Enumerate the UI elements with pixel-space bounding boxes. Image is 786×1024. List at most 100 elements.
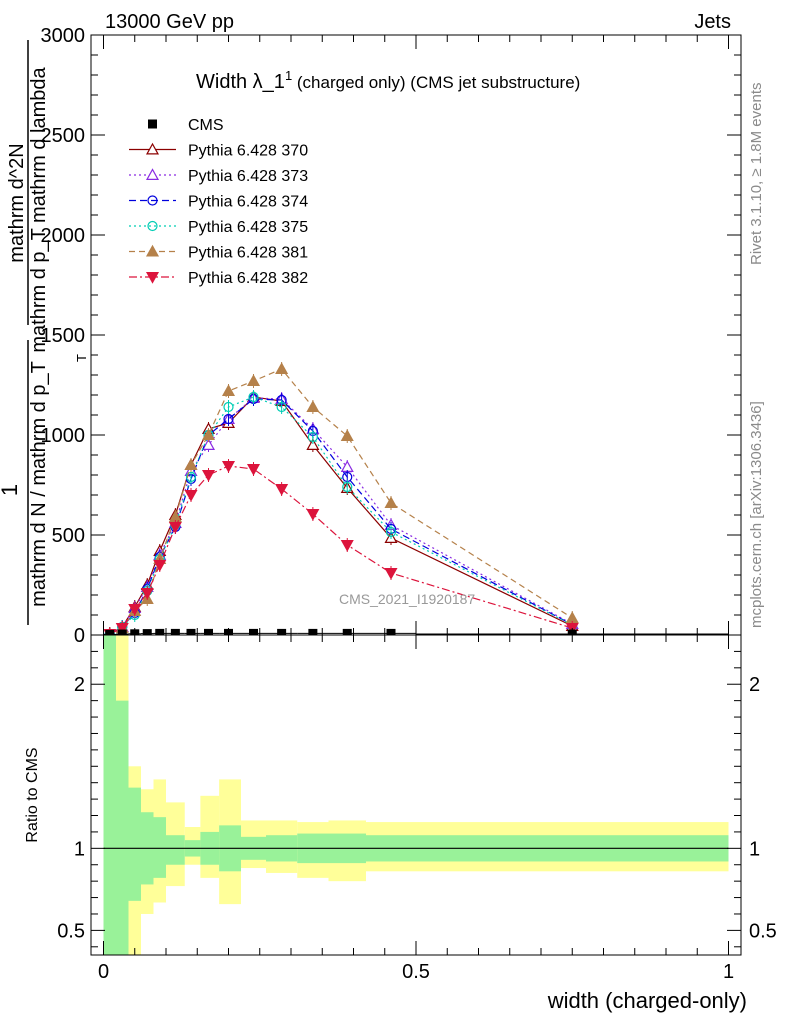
ratio-y-label: Ratio to CMS <box>24 747 41 842</box>
ratio-y-tick-label: 2 <box>74 674 85 696</box>
y-tick-label: 1000 <box>41 425 86 447</box>
series-point <box>306 509 320 521</box>
ratio-plot-axes: 0 0.5 1 0.5 0.5 1 1 2 2 <box>57 634 777 983</box>
series-point <box>201 438 216 450</box>
series-point <box>140 587 154 600</box>
series-point <box>201 470 216 482</box>
legend-marker-4 <box>145 244 160 257</box>
series-point <box>184 490 198 502</box>
series-point <box>185 471 197 483</box>
rivet-version-label: Rivet 3.1.10, ≥ 1.8M events <box>748 83 765 266</box>
series-point <box>385 526 397 538</box>
series-point <box>340 429 354 441</box>
main-plot-area <box>103 362 729 635</box>
ratio-y-tick-label: 0.5 <box>57 920 85 942</box>
plot-title: Width λ_11 (charged only) (CMS jet subst… <box>196 68 580 93</box>
ratio-green-band <box>166 835 185 865</box>
cms-data-point <box>342 628 352 635</box>
series-point <box>307 431 318 443</box>
y-label-frac1-den: mathrm d N / mathrm d p_T <box>28 361 50 607</box>
ratio-green-band <box>153 817 166 878</box>
series-point <box>340 539 354 552</box>
ratio-frame <box>90 634 742 956</box>
cms-data-point <box>105 629 115 635</box>
cms-data-point <box>386 628 396 635</box>
y-label-subscript: T <box>74 354 89 362</box>
legend-cms-label: CMS <box>188 117 224 134</box>
legend-label-2: Pythia 6.428 374 <box>188 194 308 211</box>
series-point <box>168 521 182 534</box>
legend-marker-0 <box>145 142 160 155</box>
cms-data-point <box>170 628 180 635</box>
legend-label-5: Pythia 6.428 382 <box>188 270 308 287</box>
series-point <box>306 438 320 450</box>
ratio-green-band <box>128 787 141 901</box>
header-energy-label: 13000 GeV pp <box>105 11 234 33</box>
legend-cms-marker <box>148 119 157 129</box>
legend-label-4: Pythia 6.428 381 <box>188 245 308 262</box>
y-label-frac2-num: mathrm d^2N <box>6 143 28 262</box>
series-point <box>306 400 320 412</box>
series-point <box>223 413 234 425</box>
series-point <box>276 401 287 413</box>
series-point <box>223 401 234 413</box>
y-label-frac1-num: 1 <box>0 484 22 496</box>
y-label-frac2-den: mathrm d p_T mathrm d lambda <box>28 66 50 352</box>
series-point <box>246 464 261 476</box>
main-plot-axes: 0 500 1000 1500 2000 2500 3000 <box>41 25 742 647</box>
cms-data-point <box>117 629 127 635</box>
series-point <box>201 428 216 440</box>
legend-marker-1 <box>145 168 160 180</box>
legend-label-0: Pythia 6.428 370 <box>188 143 308 160</box>
y-tick-label: 1500 <box>41 325 86 347</box>
ratio-green-band <box>103 635 116 955</box>
series-point <box>128 603 142 616</box>
series-point <box>340 460 354 472</box>
series-point <box>275 362 289 374</box>
cms-data-point <box>308 628 318 635</box>
x-tick-label: 0.5 <box>402 961 430 983</box>
y-tick-label: 3000 <box>41 25 86 47</box>
header-jets-label: Jets <box>694 11 731 33</box>
ratio-plot-area <box>103 635 729 955</box>
series-point <box>221 461 236 473</box>
y-tick-label: 0 <box>74 625 85 647</box>
analysis-watermark: CMS_2021_I1920187 <box>339 591 475 607</box>
series-point <box>384 567 398 580</box>
x-tick-label: 1 <box>723 961 734 983</box>
series-point <box>246 374 261 386</box>
series-point <box>153 559 167 572</box>
legend-label-1: Pythia 6.428 373 <box>188 168 308 185</box>
cms-data-point <box>155 628 165 635</box>
cms-data-point <box>204 628 213 635</box>
mcplots-label: mcplots.cern.ch [arXiv:1306.3436] <box>748 401 765 628</box>
legend-marker-5 <box>145 272 160 284</box>
legend-label-3: Pythia 6.428 375 <box>188 219 308 236</box>
y-tick-label: 500 <box>52 525 85 547</box>
ratio-y-tick-label: 1 <box>74 838 85 860</box>
x-axis-label: width (charged-only) <box>547 988 747 1013</box>
ratio-y-tick-label-right: 0.5 <box>749 920 777 942</box>
y-tick-label: 2500 <box>41 125 86 147</box>
series-point <box>342 481 353 493</box>
series-point <box>565 611 579 624</box>
series-point <box>221 384 236 396</box>
series-line-5 <box>109 465 573 635</box>
cms-data-point <box>142 629 152 635</box>
cms-data-point <box>186 628 196 635</box>
legend: CMS Pythia 6.428 370 Pythia 6.428 373 Pythi… <box>129 117 308 287</box>
series-point <box>275 484 289 496</box>
cms-data-point <box>277 628 287 635</box>
y-tick-label: 2000 <box>41 225 86 247</box>
series-point <box>248 391 259 403</box>
series-point <box>115 622 129 635</box>
ratio-green-band <box>116 700 129 955</box>
x-tick-label: 0 <box>98 961 109 983</box>
legend-marker-3 <box>147 220 158 232</box>
series-point <box>184 458 198 470</box>
legend-marker-2 <box>147 195 158 206</box>
y-axis-label: 1 mathrm d N / mathrm d p_T mathrm d^2N … <box>0 40 89 625</box>
ratio-y-tick-label-right: 2 <box>749 674 760 696</box>
cms-data-point <box>249 628 258 635</box>
